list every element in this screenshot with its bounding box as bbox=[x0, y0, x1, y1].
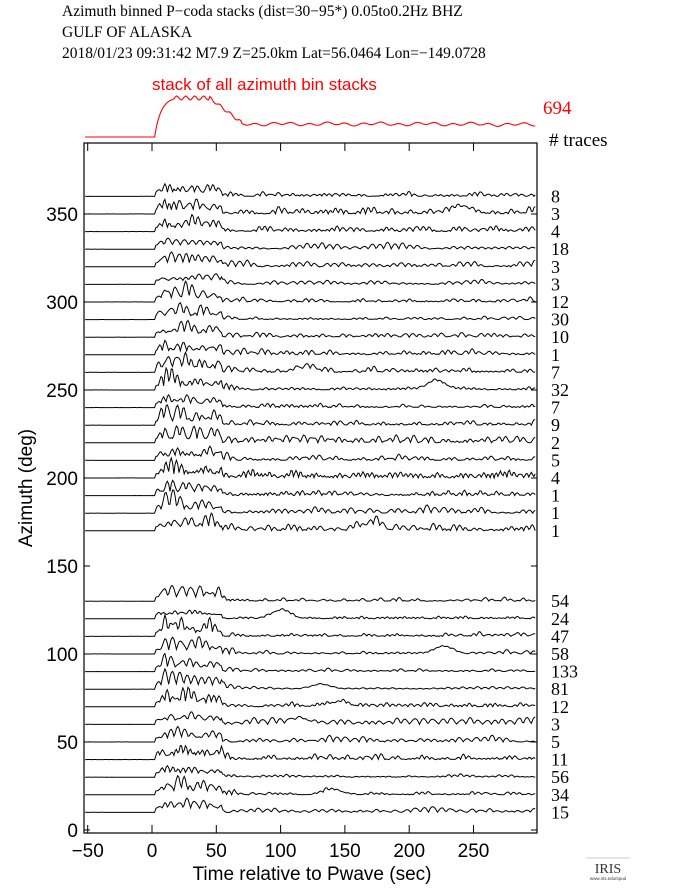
stack-trace bbox=[85, 95, 536, 138]
iris-logo-url: www.iris.edu/spud bbox=[590, 876, 627, 881]
trace-count-label: 12 bbox=[551, 292, 569, 312]
trace-az-250 bbox=[85, 366, 536, 392]
trace-count-label: 8 bbox=[551, 186, 560, 206]
trace-az-110 bbox=[85, 613, 536, 638]
trace-count-label: 34 bbox=[551, 785, 569, 805]
trace-count-label: 47 bbox=[551, 626, 569, 646]
y-axis-label: Azimuth (deg) bbox=[16, 429, 37, 547]
y-tick-label: 0 bbox=[67, 821, 78, 842]
trace-count-label: 54 bbox=[551, 591, 569, 611]
trace-count-label: 11 bbox=[551, 750, 568, 770]
trace-az-70 bbox=[85, 686, 536, 708]
x-tick-label: 100 bbox=[265, 841, 297, 862]
trace-az-230 bbox=[85, 404, 536, 427]
trace-count-label: 10 bbox=[551, 327, 569, 347]
trace-count-label: 32 bbox=[551, 380, 569, 400]
x-tick-label: 50 bbox=[206, 841, 227, 862]
trace-az-350 bbox=[85, 198, 536, 216]
trace-count-label: 7 bbox=[551, 398, 560, 418]
y-tick-label: 250 bbox=[46, 381, 78, 402]
trace-az-360 bbox=[85, 182, 536, 198]
traces-group bbox=[85, 182, 536, 814]
plot-frame bbox=[83, 142, 538, 834]
trace-az-260 bbox=[85, 351, 536, 374]
trace-az-340 bbox=[85, 213, 536, 233]
trace-count-label: 2 bbox=[551, 433, 560, 453]
trace-az-190 bbox=[85, 479, 536, 497]
trace-az-10 bbox=[85, 797, 536, 814]
trace-az-170 bbox=[85, 512, 536, 533]
x-tick-label: −50 bbox=[72, 841, 104, 862]
trace-count-label: 7 bbox=[551, 362, 560, 382]
x-tick-label: 200 bbox=[393, 841, 425, 862]
trace-count-label: 3 bbox=[551, 714, 560, 734]
iris-logo: IRIS www.iris.edu/spud bbox=[586, 857, 630, 881]
stack-label: stack of all azimuth bin stacks bbox=[152, 75, 377, 94]
trace-az-320 bbox=[85, 251, 536, 268]
trace-az-240 bbox=[85, 394, 536, 409]
trace-count-label: 5 bbox=[551, 450, 560, 470]
trace-count-label: 3 bbox=[551, 257, 560, 277]
trace-count-label: 9 bbox=[551, 415, 560, 435]
trace-az-270 bbox=[85, 339, 536, 356]
x-tick-label: 0 bbox=[147, 841, 158, 862]
y-tick-label: 350 bbox=[46, 205, 78, 226]
trace-az-90 bbox=[85, 652, 536, 673]
trace-az-290 bbox=[85, 302, 536, 321]
header-line-3: 2018/01/23 09:31:42 M7.9 Z=25.0km Lat=56… bbox=[62, 45, 486, 62]
trace-az-20 bbox=[85, 774, 536, 797]
iris-logo-text: IRIS bbox=[595, 862, 621, 877]
count-labels: 8341833123010173279254111542447581338112… bbox=[551, 186, 578, 822]
trace-count-label: 12 bbox=[551, 697, 569, 717]
trace-az-300 bbox=[85, 280, 536, 303]
trace-count-label: 133 bbox=[551, 662, 578, 682]
trace-count-label: 1 bbox=[551, 503, 560, 523]
y-tick-label: 200 bbox=[46, 469, 78, 490]
trace-az-220 bbox=[85, 425, 536, 445]
trace-count-label: 56 bbox=[551, 767, 569, 787]
trace-az-40 bbox=[85, 744, 536, 761]
y-tick-label: 100 bbox=[46, 645, 78, 666]
trace-az-180 bbox=[85, 489, 536, 515]
y-tick-label: 150 bbox=[46, 557, 78, 578]
trace-az-210 bbox=[85, 445, 536, 462]
trace-count-label: 3 bbox=[551, 274, 560, 294]
trace-az-80 bbox=[85, 667, 536, 690]
trace-count-label: 58 bbox=[551, 644, 569, 664]
trace-count-label: 1 bbox=[551, 345, 560, 365]
trace-count-label: 3 bbox=[551, 204, 560, 224]
trace-count-label: 18 bbox=[551, 239, 569, 259]
trace-count-label: 24 bbox=[551, 609, 569, 629]
header-line-1: Azimuth binned P−coda stacks (dist=30−95… bbox=[62, 3, 463, 20]
trace-count-label: 15 bbox=[551, 802, 569, 822]
trace-az-50 bbox=[85, 725, 536, 744]
trace-count-label: 4 bbox=[551, 222, 560, 242]
trace-az-310 bbox=[85, 273, 536, 286]
stack-trace-group bbox=[85, 95, 536, 138]
trace-count-label: 1 bbox=[551, 486, 560, 506]
trace-count-label: 81 bbox=[551, 679, 569, 699]
y-tick-label: 300 bbox=[46, 293, 78, 314]
x-tick-label: 250 bbox=[458, 841, 490, 862]
trace-az-330 bbox=[85, 237, 536, 251]
trace-az-60 bbox=[85, 711, 536, 726]
trace-az-100 bbox=[85, 636, 536, 656]
trace-az-200 bbox=[85, 456, 536, 480]
trace-az-30 bbox=[85, 764, 536, 778]
y-tick-label: 50 bbox=[57, 733, 78, 754]
trace-az-120 bbox=[85, 608, 536, 620]
trace-az-280 bbox=[85, 319, 536, 339]
trace-count-label: 5 bbox=[551, 732, 560, 752]
stack-count: 694 bbox=[543, 98, 572, 119]
trace-count-label: 1 bbox=[551, 521, 560, 541]
x-axis-label: Time relative to Pwave (sec) bbox=[193, 864, 432, 885]
trace-count-label: 4 bbox=[551, 468, 560, 488]
trace-count-label: 30 bbox=[551, 310, 569, 330]
x-tick-label: 150 bbox=[329, 841, 361, 862]
header-line-2: GULF OF ALASKA bbox=[62, 24, 193, 41]
trace-az-130 bbox=[85, 585, 536, 603]
count-header: # traces bbox=[549, 130, 608, 151]
